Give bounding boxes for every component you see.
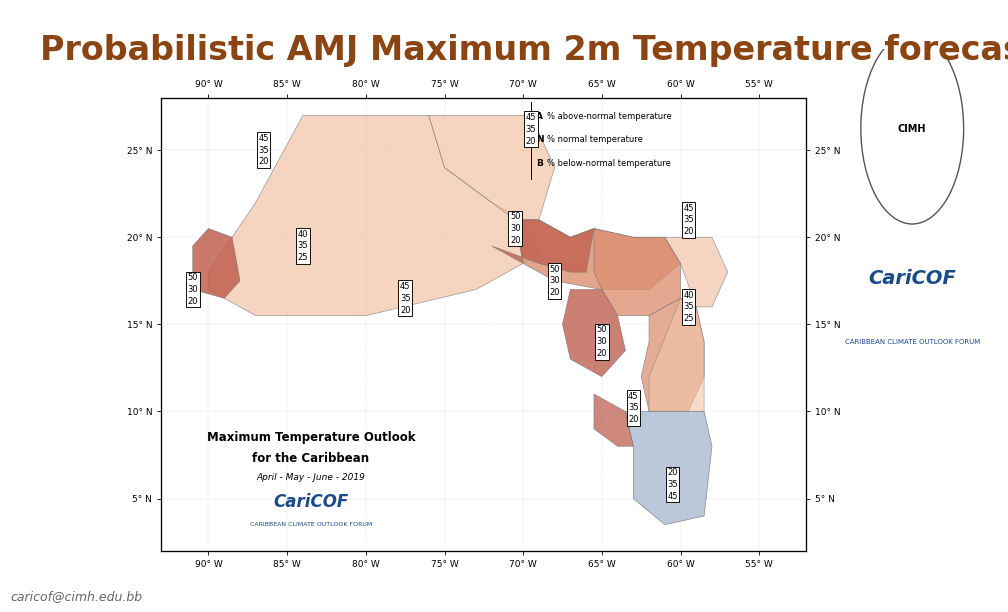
Text: 50
30
20: 50 30 20 bbox=[549, 264, 560, 297]
Text: B: B bbox=[536, 159, 542, 168]
Polygon shape bbox=[665, 237, 728, 307]
Text: CARIBBEAN CLIMATE OUTLOOK FORUM: CARIBBEAN CLIMATE OUTLOOK FORUM bbox=[845, 338, 980, 345]
Text: April - May - June - 2019: April - May - June - 2019 bbox=[256, 473, 365, 482]
Polygon shape bbox=[641, 298, 705, 411]
Polygon shape bbox=[649, 298, 705, 411]
Text: N: N bbox=[536, 135, 543, 144]
Polygon shape bbox=[492, 220, 594, 272]
Text: 45
35
20: 45 35 20 bbox=[400, 282, 410, 315]
Polygon shape bbox=[594, 394, 633, 446]
Text: % above-normal temperature: % above-normal temperature bbox=[546, 112, 671, 121]
Text: CariCOF: CariCOF bbox=[868, 269, 957, 288]
Polygon shape bbox=[428, 115, 554, 220]
Text: 45
35
20: 45 35 20 bbox=[628, 392, 639, 424]
Text: CariCOF: CariCOF bbox=[273, 493, 349, 511]
Text: A: A bbox=[536, 112, 542, 121]
Text: % below-normal temperature: % below-normal temperature bbox=[546, 159, 670, 168]
Text: 20
35
45: 20 35 45 bbox=[667, 468, 678, 501]
Text: CARIBBEAN CLIMATE OUTLOOK FORUM: CARIBBEAN CLIMATE OUTLOOK FORUM bbox=[250, 522, 372, 527]
Text: 50
30
20: 50 30 20 bbox=[187, 273, 198, 306]
Text: CIMH: CIMH bbox=[898, 124, 926, 133]
Text: 40
35
25: 40 35 25 bbox=[683, 291, 694, 323]
Polygon shape bbox=[193, 228, 240, 298]
Text: 45
35
20: 45 35 20 bbox=[683, 204, 694, 236]
Text: Probabilistic AMJ Maximum 2m Temperature forecast map: Probabilistic AMJ Maximum 2m Temperature… bbox=[40, 34, 1008, 67]
Text: 50
30
20: 50 30 20 bbox=[597, 326, 607, 358]
Polygon shape bbox=[209, 115, 539, 316]
Text: % normal temperature: % normal temperature bbox=[546, 135, 643, 144]
Text: for the Caribbean: for the Caribbean bbox=[252, 452, 369, 465]
Text: caricof@cimh.edu.bb: caricof@cimh.edu.bb bbox=[10, 590, 142, 603]
Text: 50
30
20: 50 30 20 bbox=[510, 212, 520, 245]
Polygon shape bbox=[625, 411, 712, 524]
Text: Maximum Temperature Outlook: Maximum Temperature Outlook bbox=[207, 431, 415, 444]
Text: 40
35
25: 40 35 25 bbox=[297, 230, 308, 263]
Text: 45
35
20: 45 35 20 bbox=[526, 113, 536, 146]
Polygon shape bbox=[562, 289, 625, 376]
Polygon shape bbox=[515, 220, 680, 289]
Polygon shape bbox=[594, 228, 680, 316]
Text: 45
35
20: 45 35 20 bbox=[258, 134, 269, 166]
